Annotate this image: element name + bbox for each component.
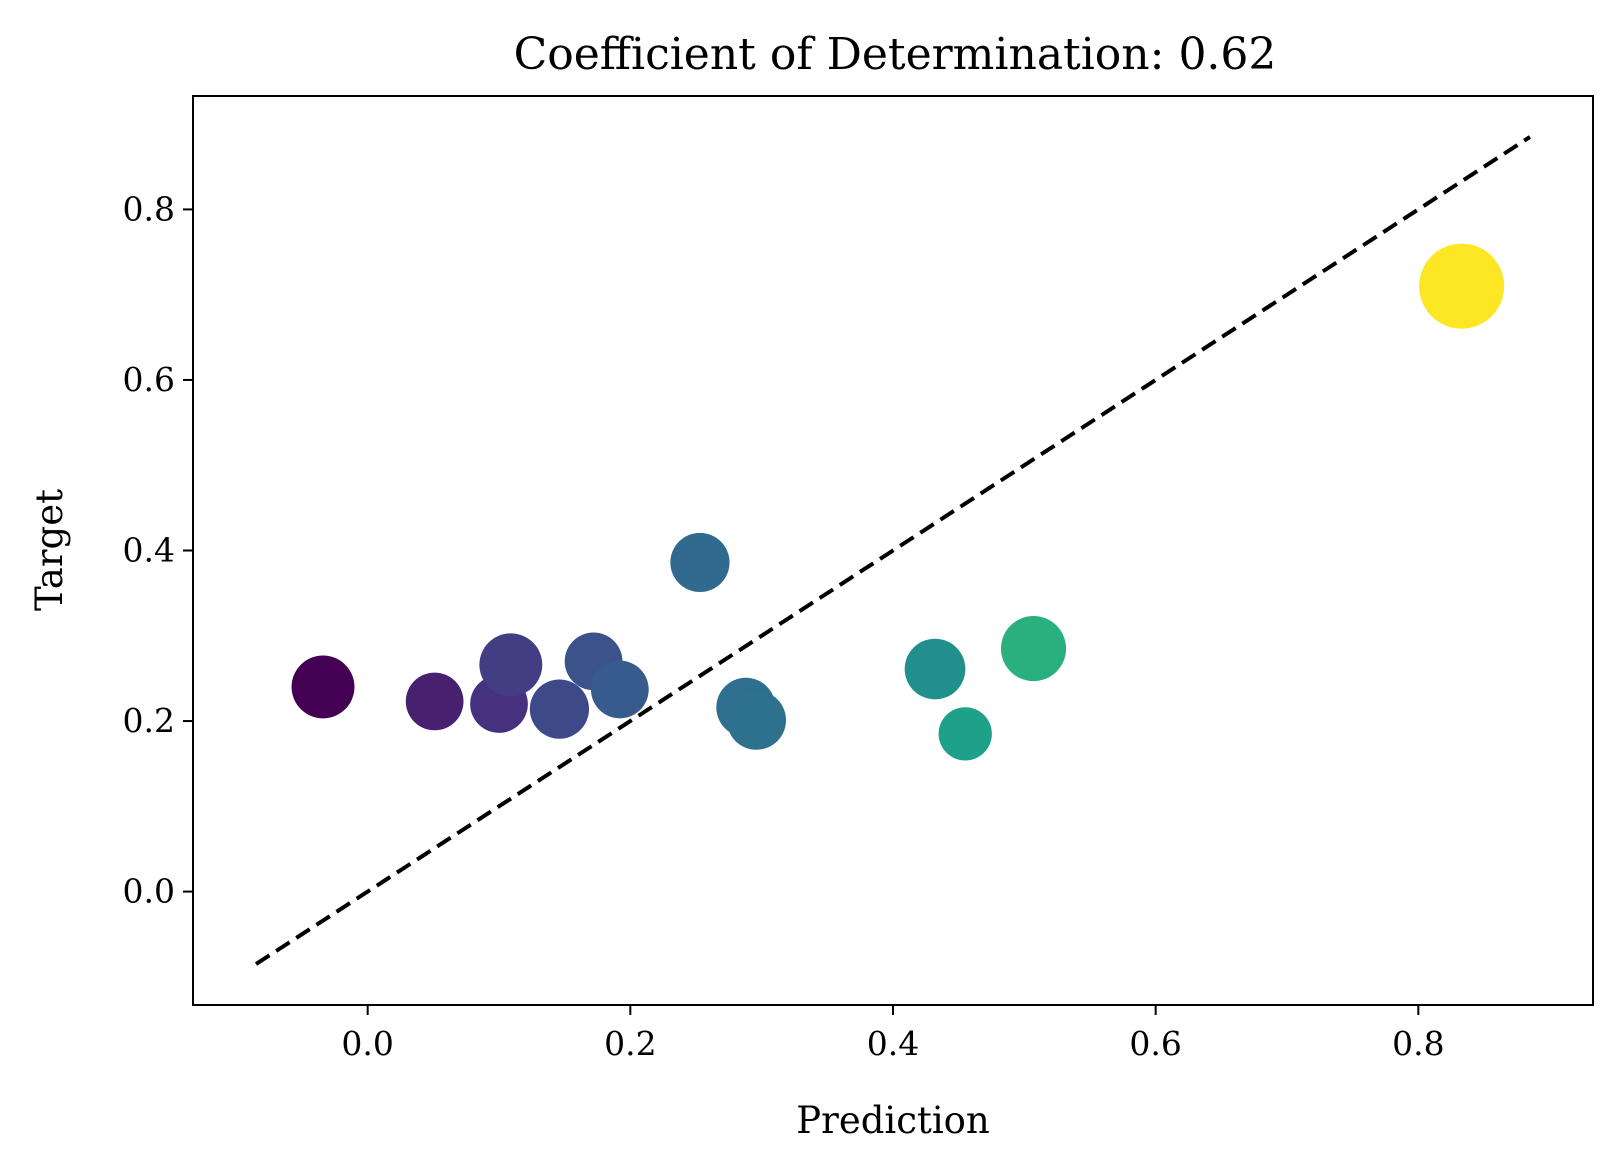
x-axis-label: Prediction xyxy=(796,1099,990,1142)
y-tick-label: 0.6 xyxy=(123,360,175,399)
y-ticks: 0.0 0.2 0.4 0.6 0.8 xyxy=(123,189,193,911)
x-tick-label: 0.8 xyxy=(1392,1024,1444,1063)
y-axis-label: Target xyxy=(28,489,71,611)
points-layer xyxy=(291,243,1505,761)
data-point xyxy=(405,672,464,731)
y-tick-label: 0.8 xyxy=(123,189,175,228)
reference-line-layer xyxy=(254,135,1532,966)
x-ticks: 0.0 0.2 0.4 0.6 0.8 xyxy=(341,1005,1445,1063)
data-point xyxy=(479,633,543,697)
data-point xyxy=(1000,616,1067,682)
data-point xyxy=(904,638,966,700)
data-point xyxy=(590,660,649,719)
y-tick-label: 0.4 xyxy=(123,531,175,570)
data-point xyxy=(1419,243,1505,329)
x-tick-label: 0.4 xyxy=(867,1024,919,1063)
chart-title: Coefficient of Determination: 0.62 xyxy=(514,29,1277,80)
data-point xyxy=(529,679,590,739)
y-tick-label: 0.0 xyxy=(123,872,175,911)
data-point xyxy=(291,655,355,719)
y-tick-label: 0.2 xyxy=(123,701,175,740)
data-point xyxy=(726,690,787,750)
data-point xyxy=(938,707,992,761)
x-tick-label: 0.6 xyxy=(1129,1024,1181,1063)
data-point xyxy=(670,532,730,593)
x-tick-label: 0.2 xyxy=(604,1024,656,1063)
identity-reference-line xyxy=(254,135,1532,966)
x-tick-label: 0.0 xyxy=(341,1024,393,1063)
